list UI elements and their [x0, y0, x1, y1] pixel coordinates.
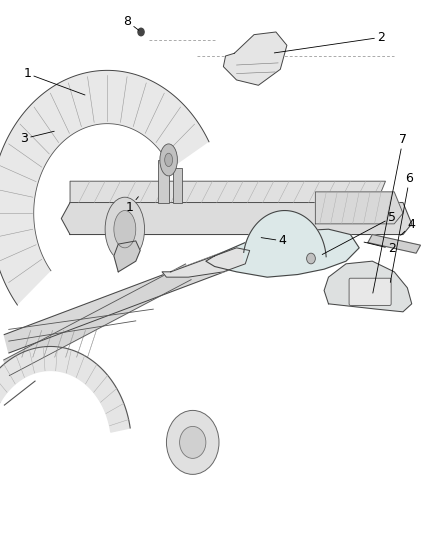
Text: 4: 4	[261, 235, 286, 247]
Polygon shape	[61, 203, 412, 235]
Text: 3: 3	[20, 131, 54, 145]
Text: 8: 8	[123, 15, 139, 30]
Polygon shape	[114, 241, 140, 272]
Polygon shape	[368, 235, 420, 253]
Polygon shape	[223, 32, 287, 85]
Circle shape	[138, 28, 144, 36]
Circle shape	[180, 426, 206, 458]
Text: 6: 6	[390, 172, 413, 282]
Ellipse shape	[165, 154, 173, 167]
Text: 1: 1	[23, 67, 85, 95]
Text: 7: 7	[373, 133, 407, 293]
Ellipse shape	[114, 211, 136, 248]
Circle shape	[166, 410, 219, 474]
Polygon shape	[70, 181, 385, 203]
Bar	[158, 160, 169, 203]
Polygon shape	[244, 211, 326, 261]
Polygon shape	[0, 70, 209, 305]
Ellipse shape	[105, 197, 145, 261]
Polygon shape	[4, 241, 256, 353]
Polygon shape	[0, 346, 130, 439]
Polygon shape	[4, 264, 191, 376]
Circle shape	[307, 253, 315, 264]
Text: 2: 2	[274, 31, 385, 53]
Text: 1: 1	[125, 197, 138, 214]
Polygon shape	[315, 192, 403, 224]
Polygon shape	[162, 248, 250, 277]
Text: 4: 4	[401, 219, 416, 235]
Text: 5: 5	[322, 211, 396, 255]
Text: 2: 2	[364, 242, 396, 255]
Polygon shape	[324, 261, 412, 312]
Bar	[173, 168, 182, 203]
FancyBboxPatch shape	[349, 278, 391, 305]
Ellipse shape	[160, 144, 177, 176]
Polygon shape	[206, 229, 359, 277]
